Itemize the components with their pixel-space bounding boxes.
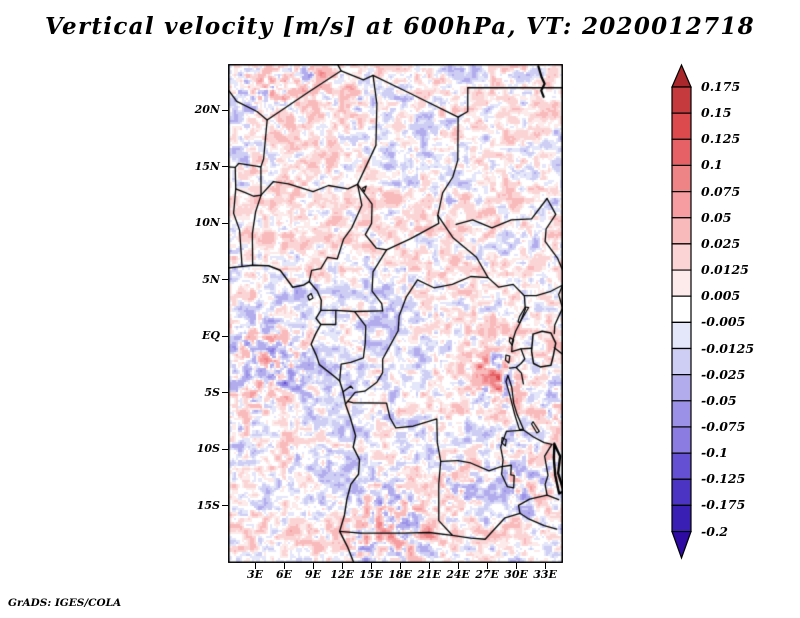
colorbar-segment [671,243,692,271]
lon-axis-tick [312,563,314,569]
lon-axis-tick [283,563,285,569]
colorbar-segment [671,86,692,114]
lat-tick-label: 10S [196,442,220,456]
lon-tick-label: 3E [247,568,264,581]
colorbar-segment [671,347,692,376]
lat-axis-tick [222,109,228,111]
colorbar-segment [671,504,692,533]
colorbar-label: 0.0125 [701,262,749,278]
lon-axis-tick [515,563,517,569]
colorbar-segment [671,138,692,167]
lon-tick-label: 6E [276,568,293,581]
lon-tick-label: 12E [330,568,354,581]
colorbar-label: -0.075 [701,418,746,434]
lat-tick-label: 5S [204,385,220,399]
colorbar-label: -0.1 [701,445,728,461]
lon-axis-tick [486,563,488,569]
lat-tick-label: EQ [202,329,220,343]
lon-axis-tick [341,563,343,569]
lon-tick-label: 9E [305,568,322,581]
colorbar-graphic [671,63,692,560]
lat-axis-tick [222,335,228,337]
colorbar-segment [671,321,692,350]
colorbar-segment [671,426,692,454]
attribution-text: GrADS: IGES/COLA [8,597,122,609]
lat-tick-label: 20N [194,103,220,117]
lon-axis-tick [457,563,459,569]
lat-tick-label: 15S [196,498,220,512]
colorbar-label: 0.125 [701,131,741,147]
colorbar-label: 0.175 [701,79,741,94]
colorbar-arrow-up [671,63,692,88]
lon-tick-label: 30E [504,568,528,581]
lat-tick-label: 10N [194,216,220,230]
colorbar-segment [671,400,692,428]
lon-tick-label: 24E [446,568,470,581]
lon-axis-tick [399,563,401,569]
colorbar-label: -0.125 [701,471,746,487]
lon-axis-tick [254,563,256,569]
lon-axis-tick [428,563,430,569]
lon-axis-tick [544,563,546,569]
colorbar-segment [671,217,692,245]
map-canvas [228,64,563,563]
colorbar-label: -0.025 [701,366,746,382]
lat-axis-tick [222,166,228,168]
lat-axis-tick [222,505,228,507]
colorbar-segment [671,269,692,297]
colorbar-segment [671,478,692,506]
colorbar-label: -0.175 [701,497,746,513]
lon-tick-label: 15E [359,568,383,581]
map-area [228,64,563,563]
page-title: Vertical velocity [m/s] at 600hPa, VT: 2… [44,13,755,40]
lon-tick-label: 27E [475,568,499,581]
colorbar-label: -0.005 [701,314,746,330]
colorbar-label: -0.2 [701,523,728,539]
colorbar-arrow-down [671,530,692,560]
lon-tick-label: 33E [533,568,557,581]
colorbar-segment [671,452,692,480]
lat-tick-label: 15N [194,159,220,173]
colorbar-segment [671,164,692,193]
lat-axis-tick [222,279,228,281]
colorbar-label: -0.0125 [701,340,755,356]
colorbar-label: 0.005 [701,288,741,304]
colorbar-label: 0.1 [701,157,723,173]
colorbar-segment [671,374,692,402]
lat-axis-tick [222,448,228,450]
lon-tick-label: 18E [388,568,412,581]
colorbar-label: 0.025 [701,235,741,251]
lat-axis-tick [222,392,228,394]
colorbar-segment [671,112,692,140]
colorbar-label: 0.05 [701,209,732,225]
colorbar-label: -0.05 [701,392,737,408]
lon-tick-label: 21E [417,568,441,581]
lat-tick-label: 5N [202,272,220,286]
colorbar-label: 0.15 [701,105,732,121]
lon-axis-tick [370,563,372,569]
colorbar-segment [671,191,692,219]
colorbar-label: 0.075 [701,183,741,199]
lat-axis-tick [222,222,228,224]
colorbar-segment [671,295,692,323]
